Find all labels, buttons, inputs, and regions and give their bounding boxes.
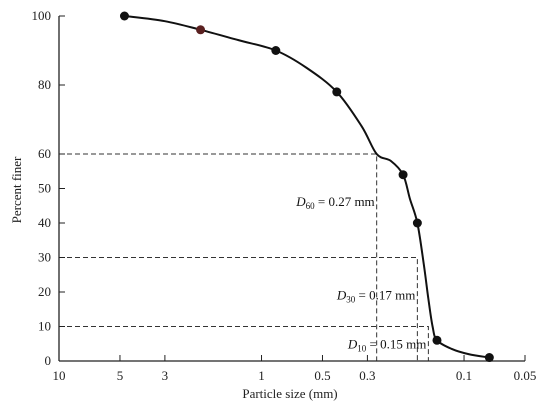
y-tick-label-0: 0 <box>45 353 52 368</box>
annotations-group: D60 = 0.27 mm D30 = 0.17 mm D10 = 0.15 mm <box>295 194 426 354</box>
y-tick-label-5: 50 <box>38 181 51 196</box>
annotation-d30: D30 = 0.17 mm <box>336 288 415 305</box>
x-axis-title: Particle size (mm) <box>242 386 337 401</box>
y-tick-label-2: 20 <box>38 284 51 299</box>
data-point-6 <box>432 335 442 345</box>
y-tick-label-7: 80 <box>38 77 51 92</box>
data-point-5 <box>412 218 422 228</box>
y-tick-label-6: 60 <box>38 146 51 161</box>
axes-group <box>58 16 525 362</box>
annotation-d60: D60 = 0.27 mm <box>295 194 374 211</box>
y-tick-label-8: 100 <box>32 8 52 23</box>
x-tick-label-2: 3 <box>162 368 169 383</box>
y-axis-title: Percent finer <box>9 156 24 223</box>
data-point-0 <box>119 11 129 21</box>
data-point-3 <box>332 87 342 97</box>
guide-lines-group <box>59 153 429 361</box>
x-tick-label-1: 5 <box>117 368 124 383</box>
x-tick-label-4: 0.5 <box>314 368 330 383</box>
x-tick-label-6: 0.1 <box>456 368 472 383</box>
guide-d30 <box>59 257 418 361</box>
data-point-4 <box>398 170 408 180</box>
y-tick-label-1: 10 <box>38 319 51 334</box>
data-point-1 <box>196 25 206 35</box>
x-tick-label-3: 1 <box>258 368 265 383</box>
data-point-7 <box>484 353 494 363</box>
annotation-d10: D10 = 0.15 mm <box>347 337 426 354</box>
x-tick-label-0: 10 <box>53 368 66 383</box>
curve-group <box>124 15 490 359</box>
guide-d10 <box>59 326 429 361</box>
distribution-curve <box>124 15 490 359</box>
points-group <box>119 11 494 363</box>
y-tick-label-4: 40 <box>38 215 51 230</box>
guide-d60 <box>59 153 378 361</box>
data-point-2 <box>271 46 281 55</box>
y-tick-label-3: 30 <box>38 250 51 265</box>
x-tick-label-7: 0.05 <box>514 368 537 383</box>
x-tick-label-5: 0.3 <box>359 368 375 383</box>
